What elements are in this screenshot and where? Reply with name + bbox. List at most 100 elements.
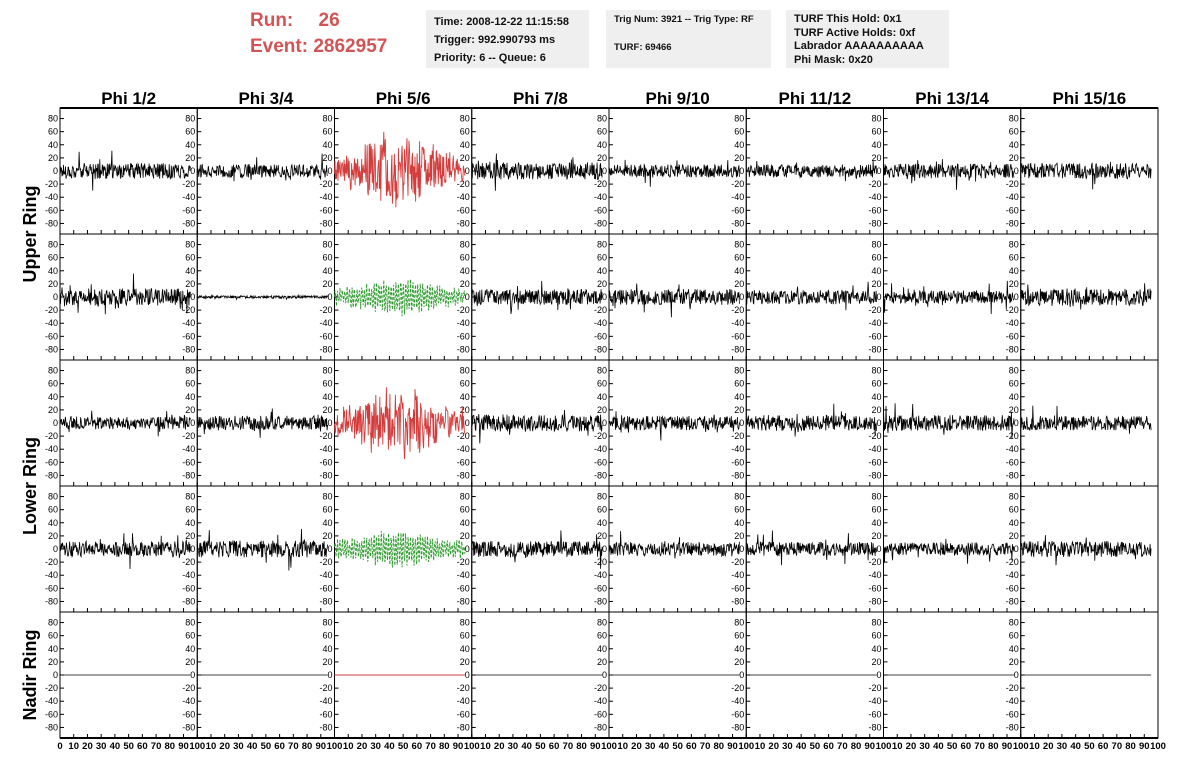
y-tick-label: 60: [734, 505, 744, 515]
y-tick-label: -60: [731, 205, 744, 215]
y-tick-label: 80: [322, 618, 332, 628]
y-tick-label: 0: [1014, 292, 1019, 302]
waveform-trace-r1-c5: [745, 281, 877, 311]
y-tick-label: 20: [460, 531, 470, 541]
y-tick-label: -80: [868, 722, 881, 732]
waveform-trace-r0-c2: [334, 131, 466, 208]
x-tick-label: 100: [876, 741, 892, 752]
y-tick-label: 60: [871, 631, 881, 641]
time-text: Time: 2008-12-22 11:15:58: [434, 16, 569, 28]
y-tick-label: 40: [460, 266, 470, 276]
y-tick-label: 80: [48, 366, 58, 376]
y-tick-label: -20: [1006, 683, 1019, 693]
y-tick-label: 0: [465, 418, 470, 428]
y-tick-label: 40: [48, 644, 58, 654]
waveform-trace-r2-c0: [59, 410, 191, 437]
y-tick-label: 0: [876, 544, 881, 554]
y-tick-label: 0: [190, 418, 195, 428]
y-tick-label: 40: [322, 644, 332, 654]
x-tick-label: 90: [453, 741, 464, 752]
waveform-trace-r1-c3: [471, 280, 603, 315]
x-tick-label: 50: [947, 741, 958, 752]
y-tick-label: 60: [322, 379, 332, 389]
y-tick-label: 80: [1009, 240, 1019, 250]
y-tick-label: -40: [182, 318, 195, 328]
x-tick-label: 60: [549, 741, 560, 752]
x-tick-label: 100: [601, 741, 617, 752]
y-tick-label: 60: [322, 127, 332, 137]
x-tick-label: 50: [1084, 741, 1095, 752]
y-tick-label: -60: [457, 709, 470, 719]
y-tick-label: -40: [319, 570, 332, 580]
y-tick-label: 20: [871, 531, 881, 541]
y-tick-label: 40: [597, 392, 607, 402]
y-tick-label: 20: [871, 657, 881, 667]
x-tick-label: 30: [96, 741, 107, 752]
y-tick-label: 20: [1009, 153, 1019, 163]
y-tick-label: -60: [182, 457, 195, 467]
y-tick-label: -80: [319, 596, 332, 606]
y-tick-label: -80: [731, 722, 744, 732]
y-tick-label: -40: [1006, 192, 1019, 202]
trigger-text: Trigger: 992.990793 ms: [434, 34, 556, 46]
y-tick-label: -40: [1006, 570, 1019, 580]
y-tick-label: -80: [868, 596, 881, 606]
y-tick-label: -80: [731, 218, 744, 228]
y-tick-label: -20: [319, 557, 332, 567]
y-tick-label: 40: [1009, 644, 1019, 654]
waveform-trace-r2-c1: [196, 408, 328, 438]
y-tick-label: 0: [190, 292, 195, 302]
y-tick-label: -20: [1006, 305, 1019, 315]
y-tick-label: -20: [182, 557, 195, 567]
y-tick-label: 80: [48, 240, 58, 250]
y-tick-label: 40: [48, 392, 58, 402]
y-tick-label: 60: [460, 379, 470, 389]
y-tick-label: 40: [734, 644, 744, 654]
y-tick-label: 0: [327, 544, 332, 554]
waveform-trace-r3-c3: [471, 530, 603, 569]
x-tick-label: 10: [617, 741, 628, 752]
y-tick-label: -80: [731, 470, 744, 480]
y-tick-label: 0: [1014, 418, 1019, 428]
waveform-trace-r3-c1: [196, 528, 328, 571]
y-tick-label: 60: [460, 253, 470, 263]
x-tick-label: 90: [864, 741, 875, 752]
waveform-trace-r2-c2: [334, 387, 466, 460]
y-tick-label: 80: [597, 366, 607, 376]
y-tick-label: -20: [1006, 557, 1019, 567]
y-tick-label: 60: [460, 631, 470, 641]
y-tick-label: 60: [48, 127, 58, 137]
y-tick-label: 20: [597, 153, 607, 163]
column-title-2: Phi 3/4: [238, 89, 293, 108]
x-tick-label: 60: [412, 741, 423, 752]
y-tick-label: -20: [319, 431, 332, 441]
waveform-trace-r2-c4: [608, 411, 740, 441]
y-tick-label: -40: [457, 318, 470, 328]
y-tick-label: -40: [868, 192, 881, 202]
x-tick-label: 10: [1029, 741, 1040, 752]
y-tick-label: -80: [182, 344, 195, 354]
y-tick-label: 40: [871, 518, 881, 528]
y-tick-label: -80: [457, 722, 470, 732]
y-tick-label: -40: [731, 696, 744, 706]
x-tick-label: 30: [919, 741, 930, 752]
y-tick-label: 0: [876, 166, 881, 176]
y-tick-label: -20: [594, 305, 607, 315]
y-tick-label: 80: [597, 618, 607, 628]
y-tick-label: 80: [460, 114, 470, 124]
trig-num-text: Trig Num: 3921 -- Trig Type: RF: [614, 14, 754, 25]
y-tick-label: -40: [594, 192, 607, 202]
y-tick-label: -60: [1006, 457, 1019, 467]
y-tick-label: -40: [594, 444, 607, 454]
y-tick-label: -80: [457, 470, 470, 480]
x-tick-label: 50: [261, 741, 272, 752]
y-tick-label: 40: [871, 644, 881, 654]
event-label: Event:: [250, 36, 309, 57]
waveform-trace-r1-c6: [883, 280, 1015, 315]
run-line: Run: 26: [250, 8, 418, 34]
y-tick-label: 20: [734, 531, 744, 541]
y-tick-label: 0: [739, 166, 744, 176]
labrador-text: Labrador AAAAAAAAAA: [794, 40, 924, 52]
x-tick-label: 10: [343, 741, 354, 752]
y-tick-label: -80: [594, 596, 607, 606]
